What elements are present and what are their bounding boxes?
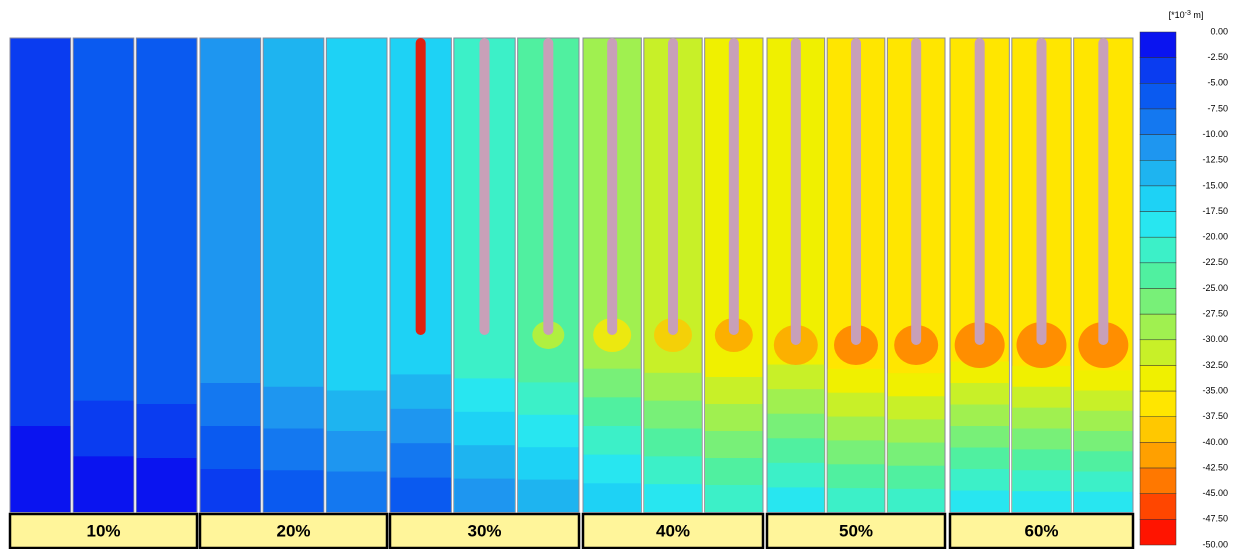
pile (1037, 38, 1047, 345)
contour-band (201, 469, 261, 512)
contour-band (644, 484, 701, 512)
contour-band (454, 479, 514, 512)
group-label: 20% (276, 521, 310, 540)
contour-band (888, 489, 945, 512)
legend-tick-label: -12.50 (1202, 155, 1228, 165)
contour-band (137, 458, 197, 512)
legend-swatch (1140, 58, 1176, 84)
legend-tick-label: 0.00 (1210, 26, 1228, 36)
legend-swatch (1140, 442, 1176, 468)
legend-tick-label: -10.00 (1202, 129, 1228, 139)
contour-band (264, 470, 324, 512)
legend-swatch (1140, 340, 1176, 366)
contour-band (518, 480, 578, 512)
legend-unit: [*10-3 m] (1169, 10, 1204, 20)
contour-band (327, 472, 387, 513)
legend-swatch (1140, 519, 1176, 545)
legend-swatch (1140, 32, 1176, 58)
pile (607, 38, 617, 335)
group-label: 10% (86, 521, 120, 540)
legend-tick-label: -20.00 (1202, 232, 1228, 242)
legend-tick-label: -45.00 (1202, 488, 1228, 498)
legend-tick-label: -32.50 (1202, 360, 1228, 370)
pile (543, 38, 553, 335)
legend-swatch (1140, 186, 1176, 212)
pile (851, 38, 861, 345)
pile (1098, 38, 1108, 345)
legend-tick-label: -42.50 (1202, 462, 1228, 472)
contour-band (11, 426, 71, 512)
group-label: 60% (1024, 521, 1058, 540)
legend-tick-label: -15.00 (1202, 180, 1228, 190)
legend-tick-label: -40.00 (1202, 437, 1228, 447)
legend-tick-label: -35.00 (1202, 385, 1228, 395)
legend-swatch (1140, 494, 1176, 520)
legend-tick-label: -27.50 (1202, 309, 1228, 319)
contour-band (1074, 492, 1132, 512)
group-label: 40% (656, 521, 690, 540)
group-label: 50% (839, 521, 873, 540)
contour-band (74, 456, 134, 512)
legend-swatch (1140, 391, 1176, 417)
contour-band (391, 478, 451, 512)
legend-swatch (1140, 468, 1176, 494)
legend-swatch (1140, 417, 1176, 443)
legend-tick-label: -30.00 (1202, 334, 1228, 344)
legend-tick-label: -25.00 (1202, 283, 1228, 293)
legend-tick-label: -5.00 (1207, 78, 1228, 88)
legend-swatch (1140, 314, 1176, 340)
legend-swatch (1140, 83, 1176, 109)
pile (975, 38, 985, 345)
unit-rest: m] (1191, 10, 1204, 20)
legend-tick-label: -50.00 (1202, 539, 1228, 549)
pile (480, 38, 490, 335)
contour-band (584, 483, 641, 512)
legend-tick-label: -17.50 (1202, 206, 1228, 216)
legend-swatch (1140, 365, 1176, 391)
contour-band (828, 488, 885, 512)
legend-swatch (1140, 160, 1176, 186)
legend-tick-label: -37.50 (1202, 411, 1228, 421)
legend-swatch (1140, 237, 1176, 263)
pile (416, 38, 426, 335)
pile (911, 38, 921, 345)
legend-tick-label: -7.50 (1207, 103, 1228, 113)
pile (668, 38, 678, 335)
contour-band (705, 485, 762, 512)
legend-tick-label: -22.50 (1202, 257, 1228, 267)
legend-swatch (1140, 263, 1176, 289)
pile (791, 38, 801, 345)
figure: [*10-3 m] 0.00 -2.50 -5.00 -7.50 -10.00 -12.5… (0, 0, 1235, 549)
legend-tick-label: -2.50 (1207, 52, 1228, 62)
contour-band (951, 491, 1009, 513)
contour-band (1012, 491, 1070, 512)
legend-swatch (1140, 289, 1176, 315)
legend-swatch (1140, 109, 1176, 135)
group-label: 30% (467, 521, 501, 540)
contour-band (768, 487, 825, 512)
unit-base: [*10 (1169, 10, 1185, 20)
legend-swatch (1140, 135, 1176, 161)
legend-tick-label: -47.50 (1202, 514, 1228, 524)
pile (729, 38, 739, 335)
legend-swatch (1140, 212, 1176, 238)
